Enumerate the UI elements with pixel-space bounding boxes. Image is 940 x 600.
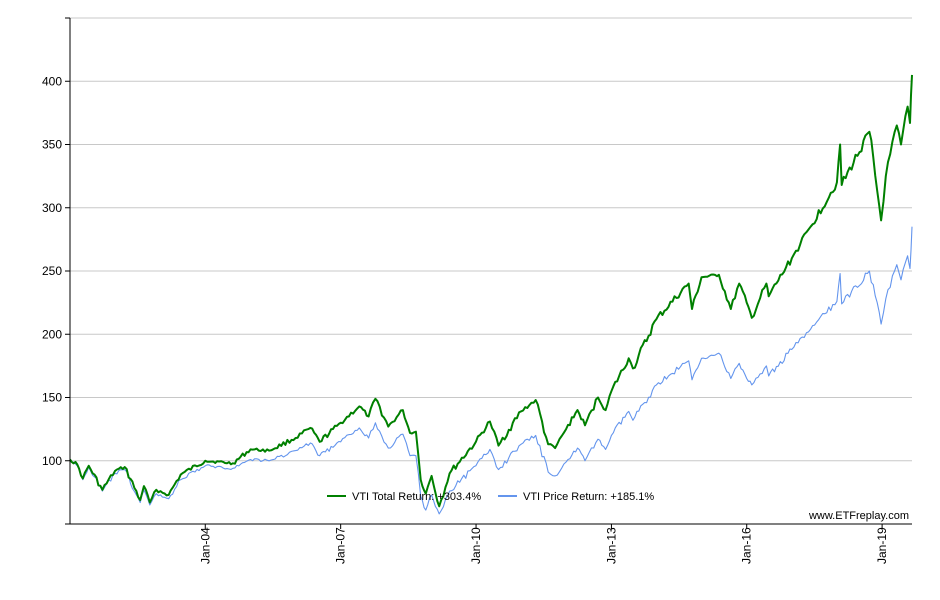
x-tick-label: Jan-16: [740, 527, 754, 564]
y-tick-label: 250: [42, 264, 62, 278]
series-line-price-return: [69, 226, 913, 515]
y-tick-label: 350: [42, 138, 62, 152]
legend-label-price-return: VTI Price Return: +185.1%: [523, 491, 654, 503]
x-tick-label: Jan-04: [198, 527, 212, 564]
y-tick-label: 400: [42, 74, 62, 88]
series-line-total-return: [69, 74, 913, 508]
y-tick-label: 150: [42, 391, 62, 405]
watermark: www.ETFreplay.com: [808, 510, 909, 522]
legend: VTI Total Return: +303.4% VTI Price Retu…: [327, 491, 654, 503]
legend-label-total-return: VTI Total Return: +303.4%: [352, 491, 481, 503]
x-tick-label: Jan-07: [334, 527, 348, 564]
y-tick-label: 200: [42, 327, 62, 341]
x-tick-label: Jan-19: [875, 527, 889, 564]
x-axis-ticks: Jan-04 Jan-07 Jan-10 Jan-13 Jan-16 Jan-19: [198, 524, 889, 564]
series-lines: [69, 74, 913, 515]
y-tick-label: 300: [42, 201, 62, 215]
y-axis-ticks: 100 150 200 250 300 350 400: [42, 17, 70, 525]
grid-lines: [70, 17, 912, 462]
x-tick-label: Jan-10: [469, 527, 483, 564]
x-tick-label: Jan-13: [604, 527, 618, 564]
y-tick-label: 100: [42, 454, 62, 468]
